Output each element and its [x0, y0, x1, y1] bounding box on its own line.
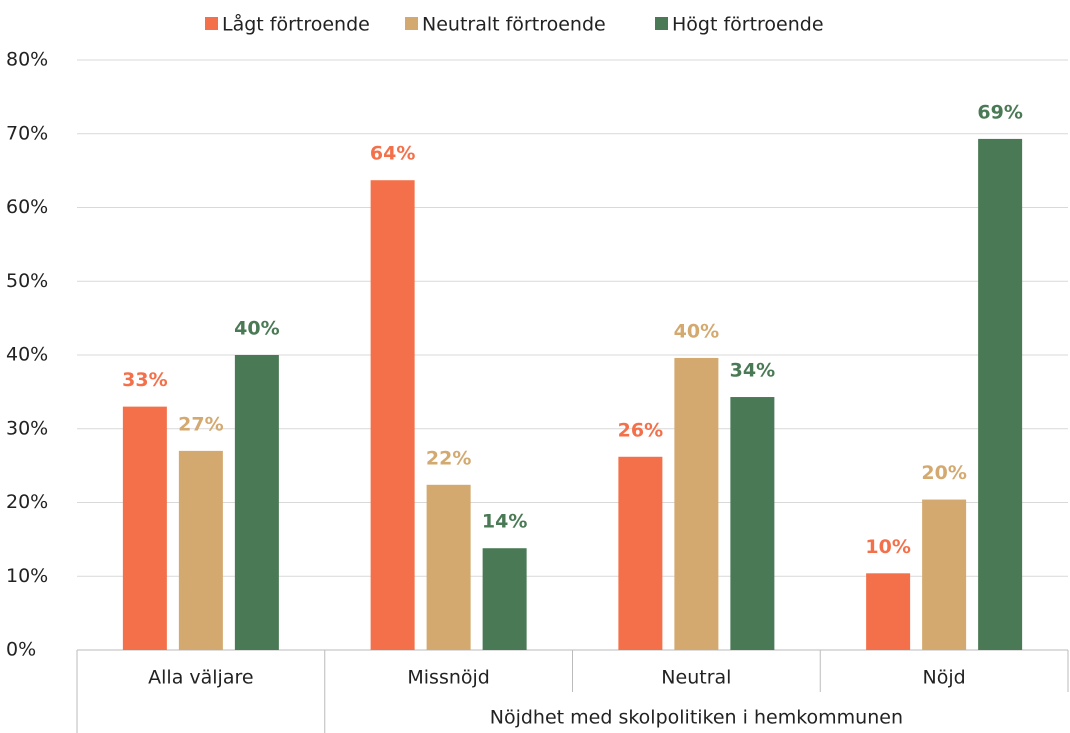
- value-label: 40%: [234, 318, 279, 340]
- y-tick-label: 10%: [6, 565, 48, 587]
- y-tick-label: 30%: [6, 417, 48, 439]
- bar: [234, 355, 279, 650]
- value-label: 64%: [370, 143, 415, 165]
- value-label: 14%: [482, 511, 527, 533]
- y-tick-label: 40%: [6, 344, 48, 366]
- value-label: 10%: [865, 536, 910, 558]
- value-label: 26%: [618, 419, 663, 441]
- value-label: 27%: [178, 413, 223, 435]
- y-tick-label: 80%: [6, 49, 48, 71]
- value-label: 33%: [122, 369, 167, 391]
- y-tick-label: 60%: [6, 196, 48, 218]
- y-tick-label: 70%: [6, 122, 48, 144]
- x-tick-label: Alla väljare: [148, 667, 253, 689]
- bar: [618, 456, 663, 650]
- bar: [178, 450, 223, 650]
- value-label: 22%: [426, 447, 471, 469]
- x-tick-label: Nöjd: [923, 667, 966, 689]
- bar: [122, 406, 167, 650]
- bar: [482, 548, 527, 650]
- legend-label: Högt förtroende: [672, 14, 824, 36]
- group-label: Nöjdhet med skolpolitiken i hemkommunen: [490, 707, 903, 729]
- y-tick-label: 0%: [6, 639, 36, 661]
- value-label: 34%: [730, 360, 775, 382]
- bar: [370, 180, 415, 650]
- bar: [922, 499, 967, 650]
- legend-label: Lågt förtroende: [222, 13, 370, 36]
- value-label: 69%: [977, 101, 1022, 123]
- legend-swatch: [205, 17, 218, 30]
- bar: [978, 138, 1023, 650]
- x-tick-label: Neutral: [661, 667, 731, 689]
- legend-swatch: [655, 17, 668, 30]
- x-tick-label: Missnöjd: [407, 667, 489, 689]
- value-label: 20%: [921, 462, 966, 484]
- legend-swatch: [405, 17, 418, 30]
- legend-label: Neutralt förtroende: [422, 14, 606, 36]
- bar: [674, 357, 719, 650]
- y-tick-label: 50%: [6, 270, 48, 292]
- bar: [426, 484, 471, 650]
- bar: [866, 573, 911, 650]
- bar: [730, 397, 775, 650]
- y-tick-label: 20%: [6, 491, 48, 513]
- value-label: 40%: [674, 320, 719, 342]
